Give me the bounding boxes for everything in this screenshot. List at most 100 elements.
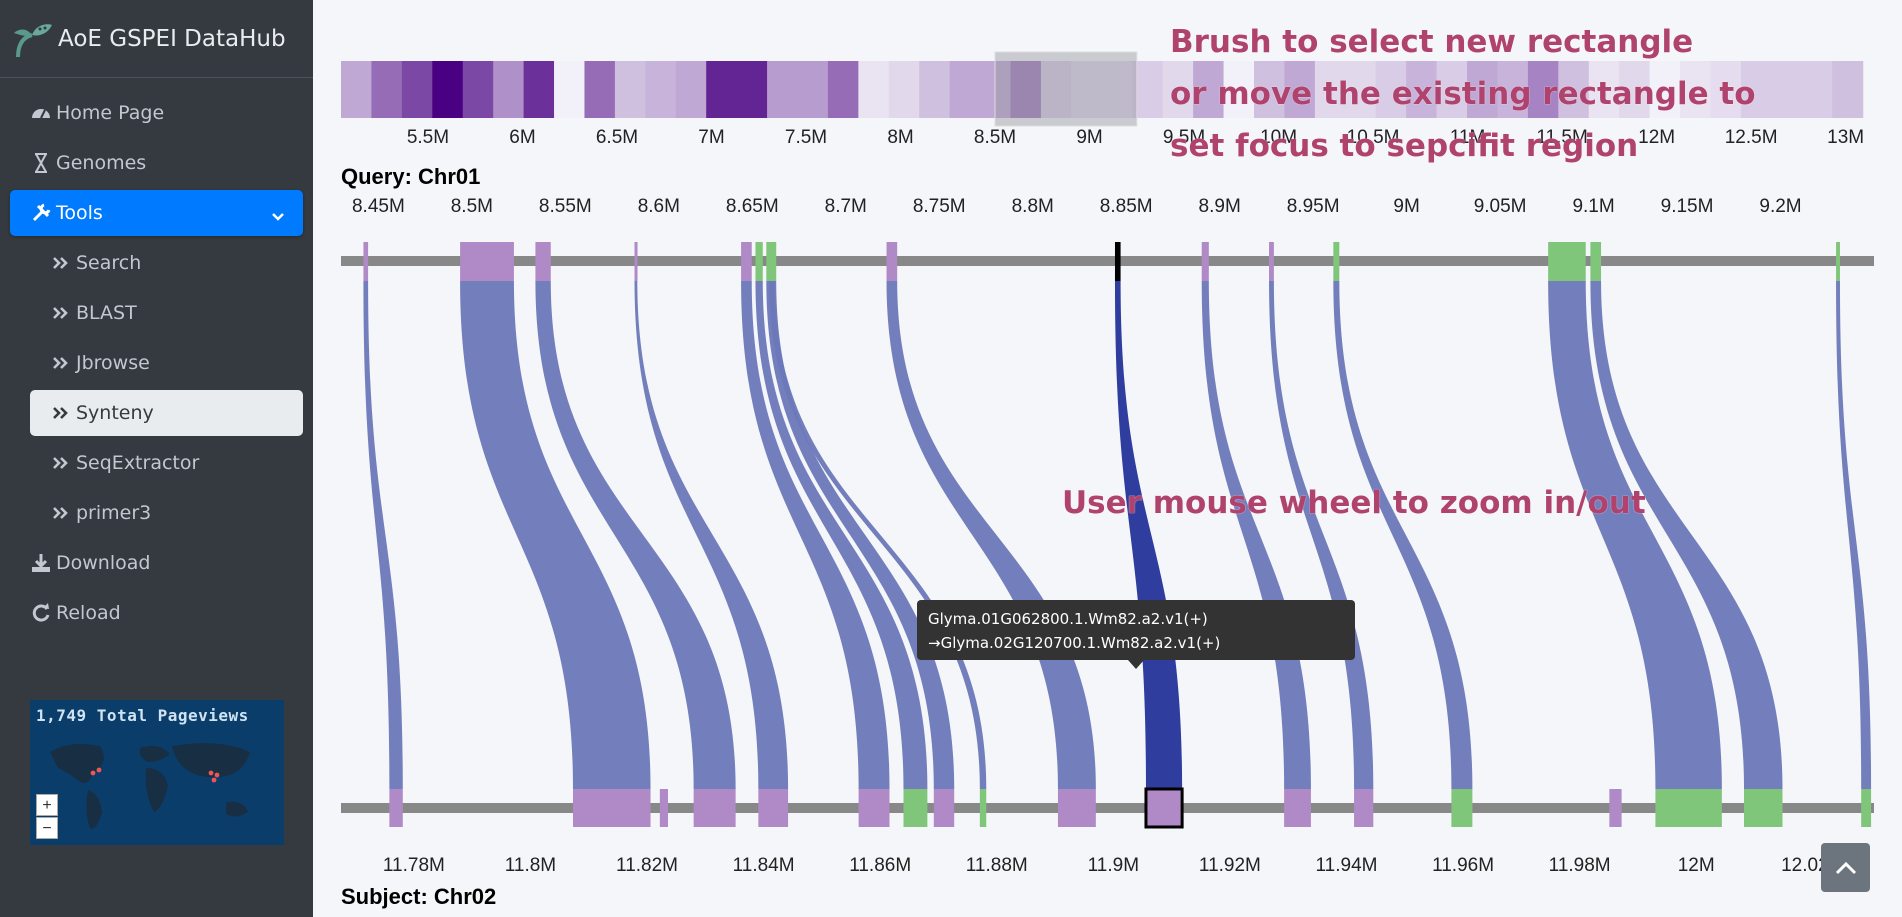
sidebar-item-home-page[interactable]: Home Page [10,90,303,136]
synteny-link[interactable] [1548,281,1722,789]
sidebar-item-search[interactable]: Search [30,240,303,286]
query-tick-label: 9M [1393,196,1419,217]
query-gene[interactable] [1114,242,1121,281]
subject-gene[interactable] [1057,789,1096,827]
subject-gene[interactable] [933,789,955,827]
sidebar-item-primer3[interactable]: primer3 [30,490,303,536]
subject-gene[interactable] [1861,789,1872,827]
overview-tick-label: 6M [509,127,535,148]
density-bin [1832,61,1864,118]
tooltip-subject-gene: →Glyma.02G120700.1.Wm82.a2.v1(+) [928,634,1221,652]
query-tick-label: 8.55M [539,196,592,217]
query-gene[interactable] [755,242,763,281]
synteny-link[interactable] [755,281,928,789]
synteny-link[interactable] [634,281,789,789]
subject-gene[interactable] [1609,789,1622,827]
sidebar-item-jbrowse[interactable]: Jbrowse [30,340,303,386]
subject-gene[interactable] [758,789,789,827]
brand[interactable]: AoE GSPEI DataHub [0,0,313,78]
density-bin [980,61,1012,118]
back-to-top-button[interactable] [1821,843,1870,892]
synteny-link-highlighted[interactable] [1114,281,1183,789]
density-bin [493,61,525,118]
subject-tick-label: 11.94M [1316,855,1378,876]
density-bin [614,61,646,118]
double-chevron-icon [50,302,72,324]
subject-gene[interactable] [693,789,736,827]
overview-tick-label: 9M [1076,127,1102,148]
overview-tick-label: 11M [1450,127,1486,148]
query-gene[interactable] [1201,242,1209,281]
query-chromosome-line [341,256,1874,266]
density-bin [1010,61,1042,118]
synteny-chart[interactable]: 5.5M 6M 6.5M 7M 7.5M 8M 8.5M 9M 9.5M 10M 10.5M 11M 1… [313,0,1902,917]
subject-gene[interactable] [979,789,987,827]
synteny-link[interactable] [1201,281,1311,789]
sidebar-item-label: Genomes [56,152,147,174]
synteny-link[interactable] [1333,281,1473,789]
subject-gene[interactable] [1354,789,1374,827]
query-gene[interactable] [1836,242,1840,281]
synteny-link[interactable] [1590,281,1783,789]
sidebar-item-blast[interactable]: BLAST [30,290,303,336]
synteny-link[interactable] [363,281,403,789]
query-tick-label: 8.75M [913,196,966,217]
query-gene[interactable] [535,242,551,281]
synteny-link[interactable] [1269,281,1374,789]
sidebar-item-label: Reload [56,602,121,624]
overview-tick-label: 8M [887,127,913,148]
synteny-link[interactable] [769,281,987,789]
brush-instruction-line3: set focus to sepcifit region [1170,128,1639,164]
density-bin [919,61,951,118]
overview-brush-selection[interactable] [994,51,1138,127]
synteny-link[interactable] [886,281,1096,789]
query-gene[interactable] [1548,242,1586,281]
query-gene[interactable] [766,242,777,281]
density-bin [584,61,616,118]
sidebar-item-download[interactable]: Download [10,540,303,586]
query-gene[interactable] [460,242,514,281]
density-bin [827,61,859,118]
overview-tick-label: 13M [1827,127,1864,148]
subject-gene[interactable] [1744,789,1783,827]
sidebar-item-tools[interactable]: Tools [10,190,303,236]
subject-gene[interactable] [389,789,403,827]
synteny-link[interactable] [741,281,890,789]
map-zoom-out-button[interactable]: − [36,817,58,839]
query-tick-label: 8.95M [1287,196,1340,217]
subject-gene-selected[interactable] [1144,787,1184,829]
sidebar-item-label: Synteny [76,402,154,424]
sidebar-item-synteny[interactable]: Synteny [30,390,303,436]
map-zoom-in-button[interactable]: + [36,794,58,816]
subject-gene[interactable] [572,789,651,827]
pageview-counter-widget[interactable]: 1,749 Total Pageviews + − [30,700,284,845]
sidebar-item-reload[interactable]: Reload [10,590,303,636]
subject-gene[interactable] [1284,789,1311,827]
density-bin [949,61,981,118]
density-bin [462,61,494,118]
sidebar-item-seqextractor[interactable]: SeqExtractor [30,440,303,486]
query-gene[interactable] [1333,242,1340,281]
synteny-link[interactable] [460,281,651,789]
query-gene[interactable] [363,242,369,281]
subject-gene[interactable] [858,789,890,827]
synteny-link[interactable] [1836,281,1872,789]
query-gene[interactable] [1590,242,1602,281]
density-bin [341,61,373,118]
sidebar-item-label: primer3 [76,502,152,524]
query-gene[interactable] [886,242,898,281]
subject-gene[interactable] [1451,789,1473,827]
download-icon [30,552,52,574]
sidebar-item-genomes[interactable]: Genomes [10,140,303,186]
query-gene[interactable] [1269,242,1274,281]
world-map-image [50,743,250,829]
query-gene[interactable] [634,242,638,281]
overview-tick-label: 5.5M [407,127,449,148]
query-gene[interactable] [741,242,752,281]
synteny-link[interactable] [766,281,955,789]
subject-gene[interactable] [659,789,669,827]
density-bin [1132,61,1164,118]
subject-gene[interactable] [903,789,928,827]
synteny-link[interactable] [535,281,736,789]
subject-gene[interactable] [1655,789,1722,827]
